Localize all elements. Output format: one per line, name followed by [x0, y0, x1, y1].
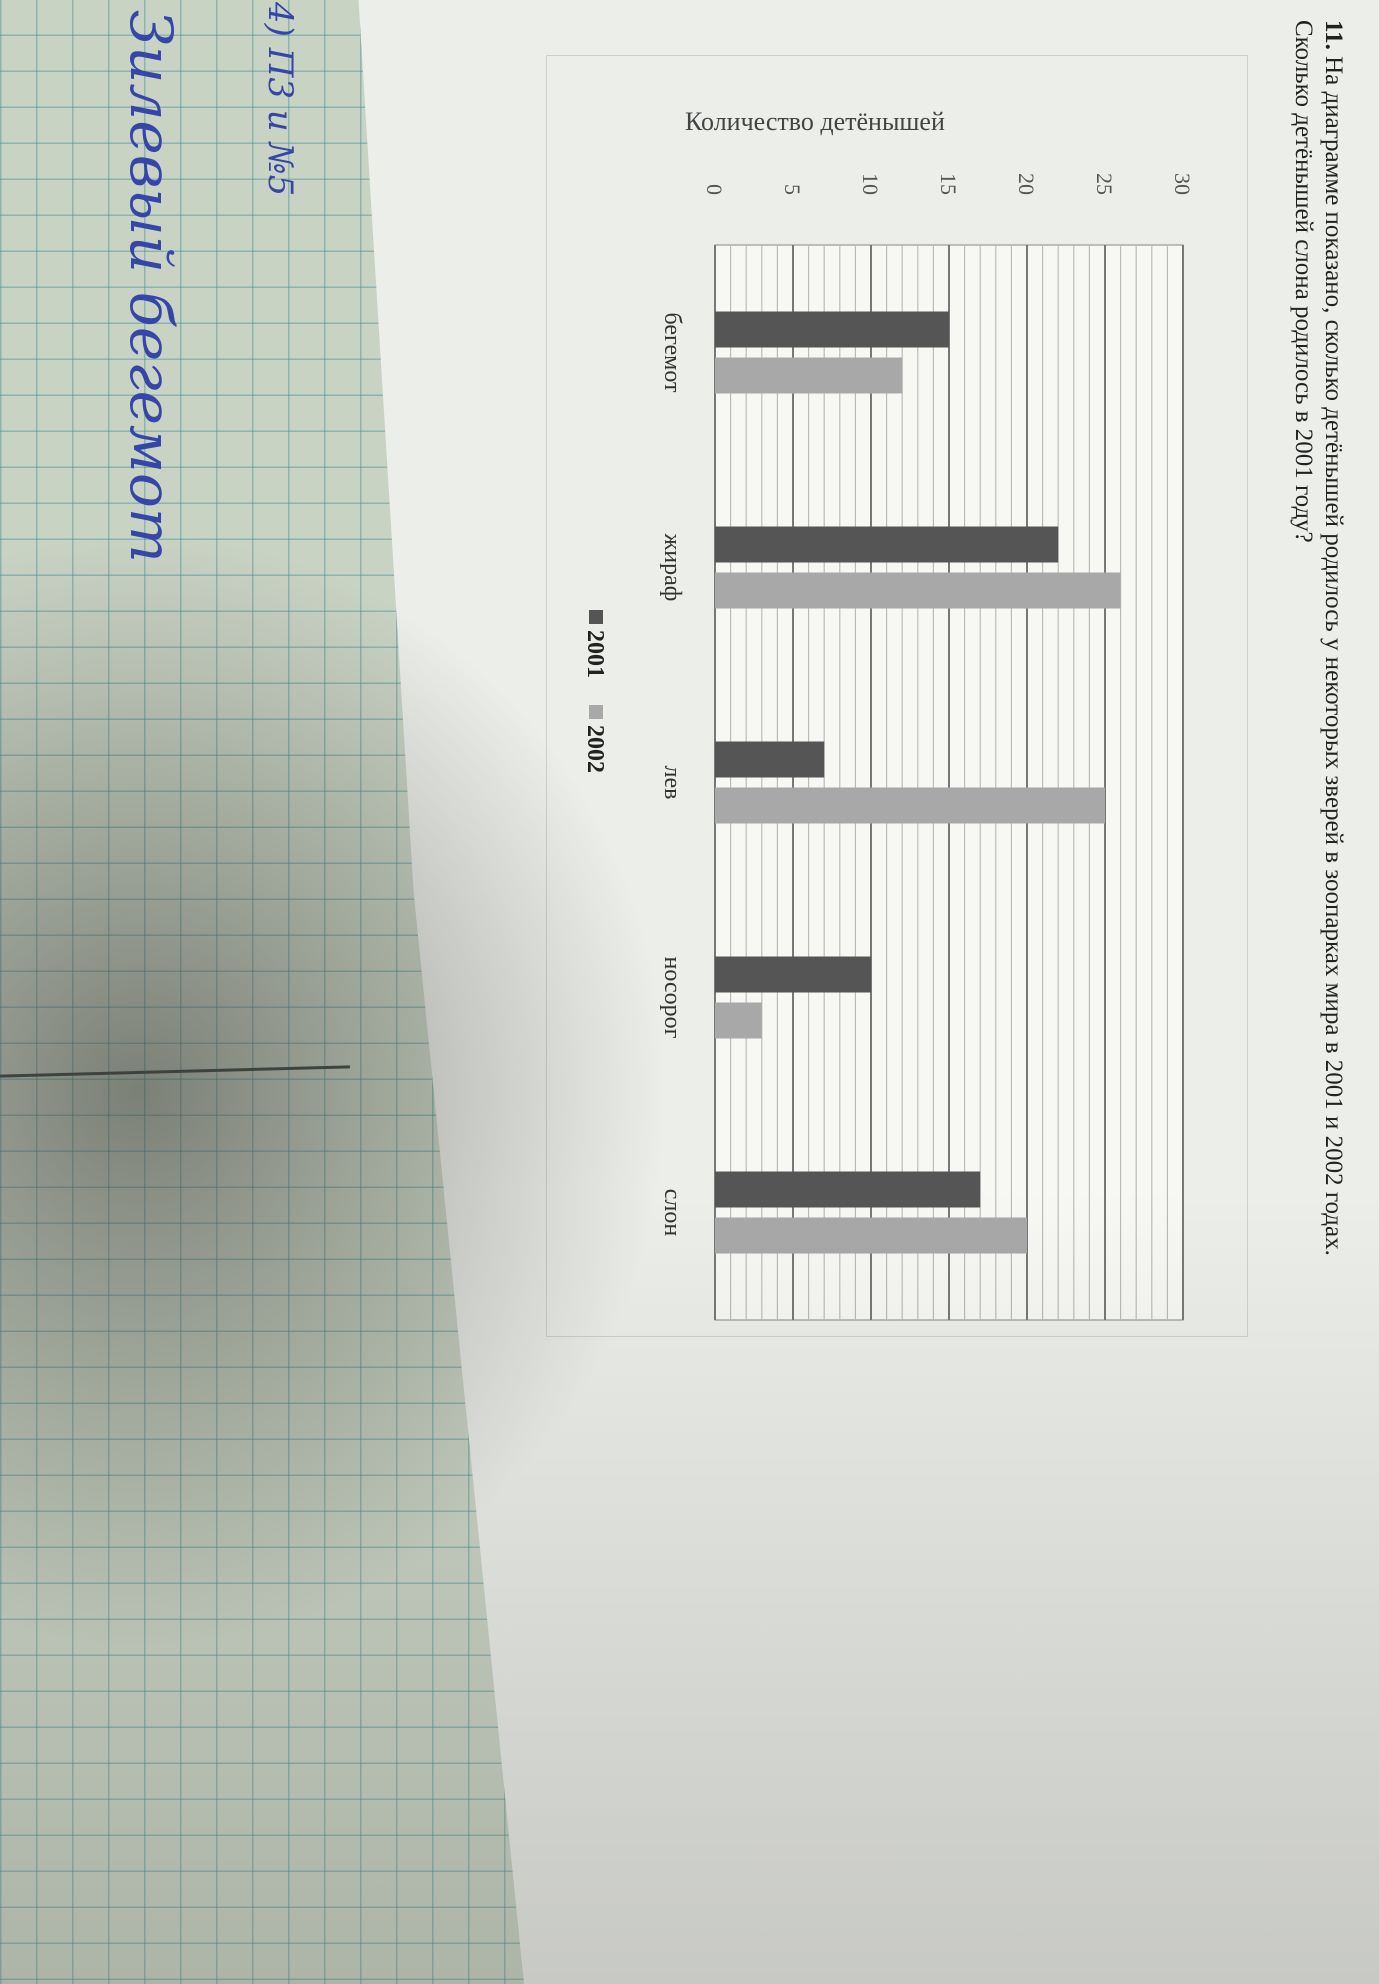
- y-ticks: 0 5 10 15 20 25 30: [702, 173, 1195, 195]
- handwriting-line-2: Зилевый бегемот: [117, 10, 185, 563]
- gridlines: [714, 244, 1184, 1321]
- bar-2001-слон: [715, 1171, 981, 1208]
- y-axis-label: Количество детёнышей: [685, 107, 945, 136]
- category-label: бегемот: [659, 312, 685, 393]
- legend-label: 2002: [582, 725, 608, 773]
- bar-chart: Количество детёнышей 0 5 10 15 20 25 30 бегемо…: [582, 107, 1195, 1321]
- legend: 2001 2002: [582, 610, 608, 773]
- bar-2001-жираф: [715, 526, 1059, 563]
- category-label: слон: [659, 1189, 685, 1237]
- y-tick-label: 30: [1170, 173, 1195, 195]
- legend-label: 2001: [582, 630, 608, 678]
- handwriting-line-1: 4) П3 и №5: [260, 2, 300, 197]
- y-tick-label: 0: [702, 184, 727, 195]
- bar-2002-бегемот: [715, 357, 903, 394]
- y-tick-label: 5: [780, 184, 805, 195]
- category-label: носорог: [659, 957, 685, 1039]
- category-label: лев: [659, 766, 685, 800]
- bar-2002-жираф: [715, 572, 1121, 609]
- bar-2001-лев: [715, 741, 825, 778]
- y-tick-label: 20: [1014, 173, 1039, 195]
- y-tick-label: 10: [858, 173, 883, 195]
- bar-2002-носорог: [714, 1002, 762, 1039]
- bar-2001-носорог: [715, 956, 871, 993]
- bar-2002-слон: [715, 1217, 1027, 1254]
- category-labels: бегемот жираф лев носорог слон: [659, 312, 685, 1236]
- y-tick-label: 15: [936, 173, 961, 195]
- worksheet-page: 11. На диаграмме показано, сколько детён…: [540, 0, 1360, 1350]
- notebook-edge: [0, 1065, 350, 1078]
- category-label: жираф: [659, 533, 685, 602]
- legend-swatch-2002: [589, 705, 603, 719]
- bar-2001-бегемот: [715, 311, 949, 348]
- y-tick-label: 25: [1092, 173, 1117, 195]
- bar-2002-лев: [715, 787, 1105, 824]
- legend-swatch-2001: [589, 610, 603, 624]
